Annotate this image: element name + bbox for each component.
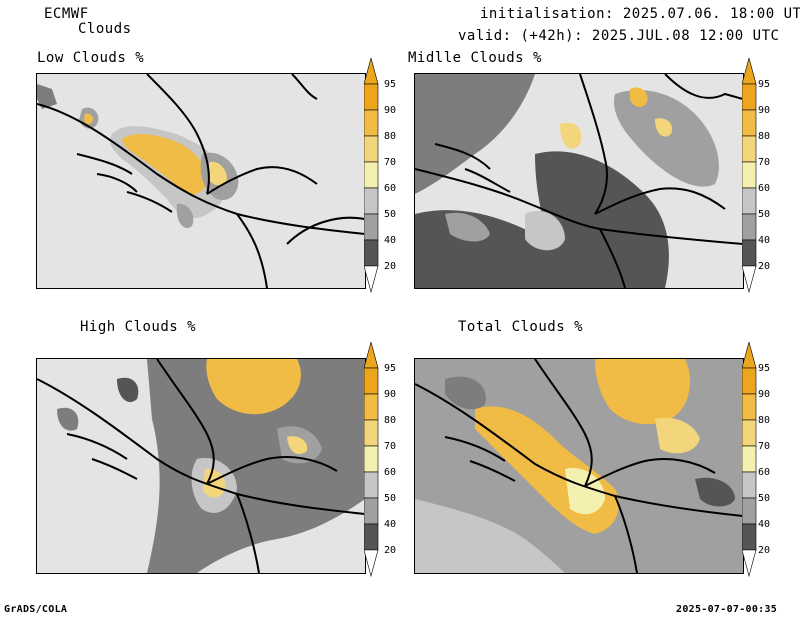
panel-title-high: High Clouds %: [80, 319, 197, 335]
map-panel-high: [36, 358, 366, 574]
cb-low-60: 60: [384, 183, 397, 194]
map-high-svg: [37, 359, 365, 573]
map-panel-mid: [414, 73, 744, 289]
cb-low-80: 80: [384, 131, 397, 142]
colorbar-low-svg: [363, 56, 379, 294]
cb-total-90: 90: [758, 389, 771, 400]
cb-high-50: 50: [384, 493, 397, 504]
cb-mid-20: 20: [758, 261, 771, 272]
cb-total-70: 70: [758, 441, 771, 452]
cb-high-80: 80: [384, 415, 397, 426]
cloud-fields: [415, 359, 743, 573]
cb-mid-90: 90: [758, 105, 771, 116]
map-low-svg: [37, 74, 365, 288]
cb-mid-80: 80: [758, 131, 771, 142]
cb-mid-40: 40: [758, 235, 771, 246]
borders: [37, 74, 365, 288]
cb-low-20: 20: [384, 261, 397, 272]
cb-total-95: 95: [758, 363, 771, 374]
footer-software: GrADS/COLA: [4, 604, 68, 615]
cb-total-50: 50: [758, 493, 771, 504]
cb-high-95: 95: [384, 363, 397, 374]
map-total-svg: [415, 359, 743, 573]
cb-total-20: 20: [758, 545, 771, 556]
colorbar-total: 95 90 80 70 60 50 40 20: [741, 340, 782, 578]
panel-title-low: Low Clouds %: [37, 50, 145, 66]
colorbar-high: 95 90 80 70 60 50 40 20: [363, 340, 404, 578]
borders: [37, 359, 365, 573]
borders: [415, 74, 743, 288]
colorbar-mid-svg: [741, 56, 757, 294]
colorbar-total-svg: [741, 340, 757, 578]
footer-timestamp: 2025-07-07-00:35: [676, 604, 778, 615]
cb-low-95: 95: [384, 79, 397, 90]
cb-mid-60: 60: [758, 183, 771, 194]
colorbar-low: 95 90 80 70 60 50 40 20: [363, 56, 404, 294]
cb-high-20: 20: [384, 545, 397, 556]
cb-mid-95: 95: [758, 79, 771, 90]
product-name: Clouds: [78, 21, 132, 37]
cb-low-70: 70: [384, 157, 397, 168]
cloud-fields: [57, 359, 365, 573]
map-panel-total: [414, 358, 744, 574]
cb-low-50: 50: [384, 209, 397, 220]
init-time: initialisation: 2025.07.06. 18:00 UTC: [480, 6, 800, 22]
cloud-fields: [37, 84, 239, 228]
cb-mid-70: 70: [758, 157, 771, 168]
cb-high-60: 60: [384, 467, 397, 478]
cb-total-60: 60: [758, 467, 771, 478]
cb-total-40: 40: [758, 519, 771, 530]
cb-high-90: 90: [384, 389, 397, 400]
cb-low-90: 90: [384, 105, 397, 116]
borders: [415, 359, 743, 573]
panel-title-mid: Midlle Clouds %: [408, 50, 542, 66]
cb-high-70: 70: [384, 441, 397, 452]
cloud-fields: [415, 74, 719, 288]
colorbar-high-svg: [363, 340, 379, 578]
map-mid-svg: [415, 74, 743, 288]
valid-time: valid: (+42h): 2025.JUL.08 12:00 UTC: [458, 28, 780, 44]
cb-high-40: 40: [384, 519, 397, 530]
cb-total-80: 80: [758, 415, 771, 426]
cb-mid-50: 50: [758, 209, 771, 220]
colorbar-mid: 95 90 80 70 60 50 40 20: [741, 56, 782, 294]
map-panel-low: [36, 73, 366, 289]
model-name: ECMWF: [44, 6, 89, 22]
cb-low-40: 40: [384, 235, 397, 246]
panel-title-total: Total Clouds %: [458, 319, 584, 335]
